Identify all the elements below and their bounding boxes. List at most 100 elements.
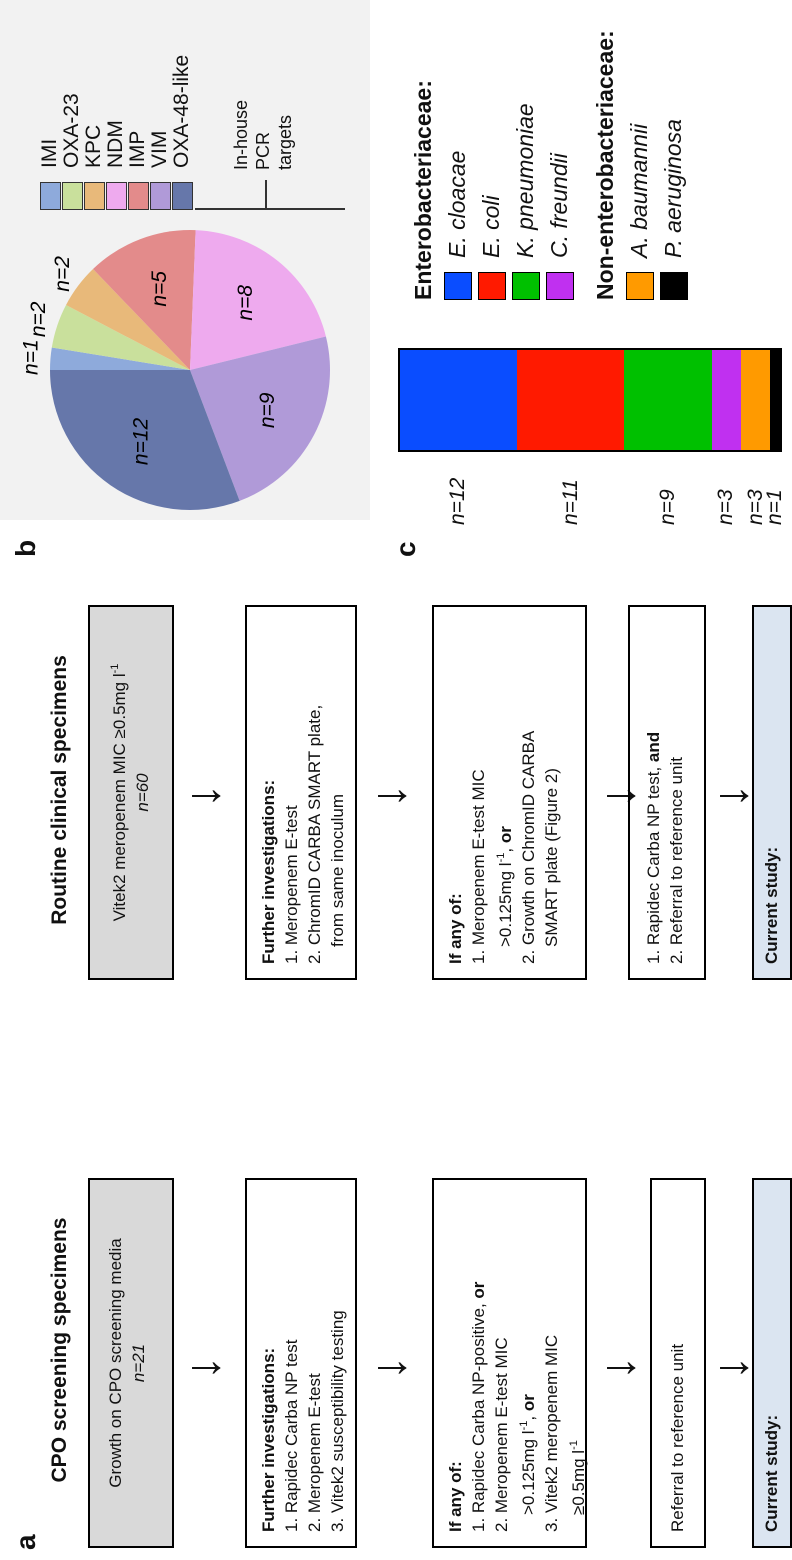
legend-label-vim: VIM [148,130,171,168]
pie-label-vim: n=9 [256,392,279,428]
pie-label-imp: n=5 [148,271,171,307]
legend-label-imp: IMP [126,130,149,168]
panel-b-box3-l1b-sup: -1 [495,852,507,863]
species-label-2-1: A. baumannii [626,123,652,258]
panel-a-box-investigations: Further investigations: 1. Rapidec Carba… [245,1178,357,1548]
panel-a-box3-head: If any of: [446,1461,465,1532]
legend-bracket-tick [265,180,267,210]
bar-label-1: n=12 [446,477,470,525]
panel-b-box4-l2: 2. Referral to reference unit [667,757,686,964]
panel-a-arrow-3: ↓ [592,1356,645,1380]
pie-label-imi: n=1 [20,339,43,375]
panel-b-flow-title: Routine clinical specimens [48,655,71,925]
panel-b-box3-head: If any of: [446,893,465,964]
panel-b-box1-text: Vitek2 meropenem MIC ≥0.5mg l [110,673,129,922]
species-label-1-3: K. pneumoniae [512,103,538,258]
panel-a-arrow-4: ↓ [705,1356,758,1380]
panel-a-box3-l2b-tail: , [519,1411,538,1421]
panel-a-box3-l2b: >0.125mg l [519,1430,538,1515]
species-group-heading-1: Enterobacteriaceae: [410,80,436,300]
species-swatch-1-3 [512,272,540,300]
species-swatch-1-1 [444,272,472,300]
panel-a-box2-item-3: 3. Vitek2 susceptibility testing [328,1310,347,1532]
pie-label-kpc: n=2 [51,256,74,292]
bracket-label-3: targets [275,114,295,170]
panel-b-letter: b [10,539,41,557]
panel-a-box3-l3b-sup: -1 [568,1440,580,1450]
bar-label-4: n=3 [714,489,738,525]
species-swatch-2-1 [626,272,654,300]
panel-a-box3-l2: 2. Meropenem E-test MIC [492,1337,511,1532]
genotype-pie-chart: n=1n=2n=2 n=5 n=8n=9n=12 [20,230,330,510]
pie-slice-oxa-23 [51,304,190,370]
panel-b-arrow-2: ↓ [363,784,416,808]
panel-b-box-investigations: Further investigations: 1. Meropenem E-t… [245,605,357,980]
bar-label-6: n=1 [763,489,787,525]
legend-bracket-label: In-house PCR targets [230,100,296,170]
panel-b-box2-item-1: 1. Meropenem E-test [282,805,301,964]
panel-a-arrow-2: ↓ [363,1356,416,1380]
panel-a-box3-l2b-or: or [519,1394,538,1412]
bar-segment-2 [516,350,625,450]
legend-label-kpc: KPC [82,124,105,168]
legend-label-oxa-23: OXA-23 [60,93,83,168]
bar-segment-6 [770,350,780,450]
pie-label-oxa-48-like: n=12 [130,417,153,465]
panel-b-box2-item-3: from same inoculum [328,793,347,947]
species-swatch-1-4 [546,272,574,300]
species-swatch-2-2 [660,272,688,300]
panel-b-box-if-any: If any of: 1. Meropenem E-test MIC >0.12… [432,605,587,980]
panel-a-box3-l3: 3. Vitek2 meropenem MIC [542,1334,561,1532]
species-swatch-1-2 [478,272,506,300]
panel-a-box-referral: Referral to reference unit [650,1178,706,1548]
species-label-1-4: C. freundii [546,153,572,258]
pie-slice-imp [93,230,196,370]
panel-b-box3-l1b: >0.125mg l [496,862,515,947]
legend-swatch-oxa-23 [62,182,83,210]
panel-a-box1-n: n=21 [129,1343,148,1383]
panel-b-box3-l1b-or: or [496,826,515,844]
legend-swatch-ndm [106,182,127,210]
bar-segment-5 [741,350,771,450]
legend-label-ndm: NDM [104,120,127,168]
pie-label-ndm: n=8 [234,285,257,321]
species-label-2-2: P. aeruginosa [660,119,686,258]
panel-b-box-vitek: Vitek2 meropenem MIC ≥0.5mg l-1 n=60 [88,605,174,980]
panel-b-box5-head: Current study: [762,846,781,964]
pie-slice-kpc [66,269,190,370]
panel-c-letter: c [390,541,421,557]
panel-a-box-if-any: If any of: 1. Rapidec Carba NP-positive,… [432,1178,588,1548]
species-label-1-1: E. cloacae [444,150,470,258]
pie-slice-oxa-48-like [50,370,240,510]
species-group-heading-2: Non-enterobacteriaceae: [592,30,618,300]
panel-a-box2-item-2: 2. Meropenem E-test [305,1373,324,1532]
panel-b-box-rapidec: 1. Rapidec Carba NP test, and 2. Referra… [628,605,706,980]
panel-b-box4-l1: 1. Rapidec Carba NP test, [644,762,663,964]
bar-segment-3 [624,350,712,450]
legend-swatch-imi [40,182,61,210]
bar-segment-4 [711,350,741,450]
panel-b-box2-item-2: 2. ChromID CARBA SMART plate, [305,704,324,964]
panel-a-box2-head: Further investigations: [259,1347,278,1532]
panel-a-box2-item-1: 1. Rapidec Carba NP test [282,1339,301,1532]
panel-a-box1-text: Growth on CPO screening media [106,1238,125,1488]
legend-label-oxa-48-like: OXA-48-like [170,54,193,168]
panel-a-title: CPO screening specimens [48,1217,71,1483]
panel-a-box3-l3b: ≥0.5mg l [569,1449,588,1515]
panel-a-box-current-study: Current study: [752,1178,792,1548]
bracket-label-2: PCR [253,131,273,170]
legend-label-imi: IMI [38,138,61,168]
pie-slice-imi [50,347,190,370]
pie-slice-vim [190,336,330,501]
legend-bracket-stem [195,208,345,210]
bar-label-3: n=9 [655,489,679,525]
panel-b-box3-l2: 2. Growth on ChromID CARBA [519,730,538,964]
bar-label-2: n=11 [558,479,582,525]
panel-b-box1-sup: -1 [109,663,121,674]
legend-swatch-vim [150,182,171,210]
panel-a-box3-l1: 1. Rapidec Carba NP-positive, [469,1298,488,1532]
bracket-label-1: In-house [231,99,251,170]
panel-b-arrow-4: ↓ [705,784,758,808]
panel-b-box-current-study: Current study: [752,605,792,980]
